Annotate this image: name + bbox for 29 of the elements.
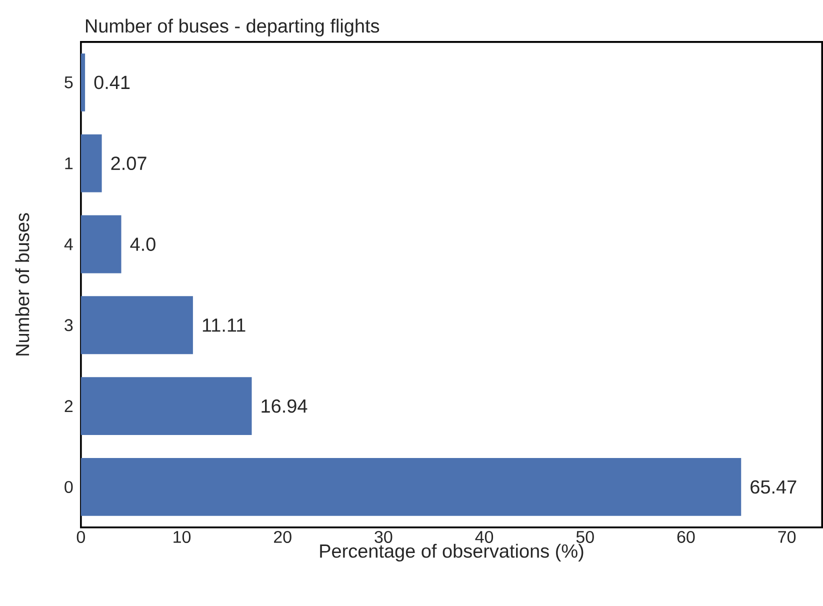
y-tick-label: 0	[64, 480, 73, 493]
bar	[80, 458, 742, 516]
data-label: 65.47	[750, 480, 796, 494]
y-tick-label: 5	[64, 76, 73, 88]
bar	[80, 53, 86, 112]
data-label: 11.11	[202, 318, 246, 332]
y-tick-label: 2	[64, 400, 73, 412]
x-tick-label: 50	[576, 530, 594, 543]
y-tick-label: 1	[65, 157, 73, 170]
x-axis-title: Percentage of observations (%)	[320, 544, 584, 562]
data-label: 16.94	[262, 399, 308, 413]
y-axis-title: Number of buses	[15, 212, 30, 356]
y-tick-label: 4	[64, 238, 73, 250]
x-tick-label: 40	[475, 530, 494, 543]
data-label: 4.0	[130, 237, 156, 251]
x-tick-label: 70	[778, 530, 796, 543]
data-label: 2.07	[111, 156, 146, 170]
y-tick-label: 3	[64, 318, 73, 332]
chart-title: Number of buses - departing flights	[86, 18, 380, 36]
bar	[80, 215, 122, 274]
bar	[80, 134, 102, 192]
data-label: 0.41	[94, 76, 130, 89]
x-tick-label: 10	[174, 530, 191, 543]
x-tick-label: 30	[374, 530, 392, 543]
x-tick-label: 60	[677, 530, 695, 543]
x-tick-label: 20	[274, 530, 292, 543]
bar	[80, 296, 193, 354]
x-tick-label: 0	[76, 530, 85, 543]
bar	[80, 376, 252, 435]
